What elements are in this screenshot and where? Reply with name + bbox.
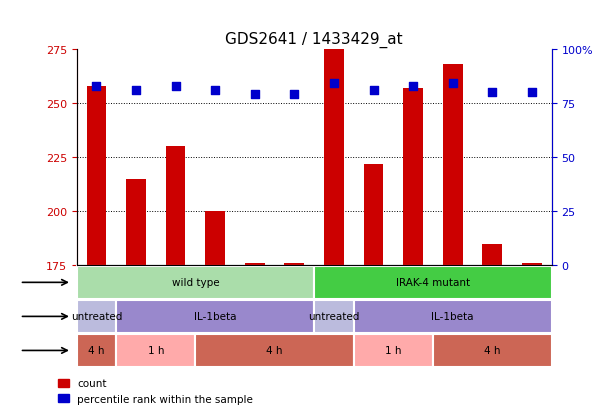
Text: wild type: wild type xyxy=(172,278,219,287)
Text: 1 h: 1 h xyxy=(148,346,164,356)
Title: GDS2641 / 1433429_at: GDS2641 / 1433429_at xyxy=(226,32,403,48)
Bar xyxy=(324,47,344,266)
Text: IL-1beta: IL-1beta xyxy=(194,312,237,322)
FancyBboxPatch shape xyxy=(77,300,116,333)
FancyBboxPatch shape xyxy=(116,334,196,367)
FancyBboxPatch shape xyxy=(433,334,552,367)
FancyBboxPatch shape xyxy=(314,266,552,299)
Text: untreated: untreated xyxy=(308,312,360,322)
FancyBboxPatch shape xyxy=(314,300,354,333)
Text: 4 h: 4 h xyxy=(88,346,105,356)
Text: 4 h: 4 h xyxy=(266,346,283,356)
Text: IRAK-4 mutant: IRAK-4 mutant xyxy=(396,278,470,287)
FancyBboxPatch shape xyxy=(77,266,314,299)
Bar xyxy=(86,86,106,266)
Text: 4 h: 4 h xyxy=(484,346,501,356)
Legend: count, percentile rank within the sample: count, percentile rank within the sample xyxy=(54,374,257,408)
Point xyxy=(368,87,378,94)
Point xyxy=(527,90,537,96)
Point xyxy=(250,92,260,98)
Bar xyxy=(284,263,304,266)
Point xyxy=(91,83,101,90)
Point xyxy=(408,83,418,90)
Bar xyxy=(245,263,265,266)
FancyBboxPatch shape xyxy=(354,300,552,333)
Point xyxy=(170,83,180,90)
Bar xyxy=(166,147,186,266)
FancyBboxPatch shape xyxy=(116,300,314,333)
Bar xyxy=(205,211,225,266)
Bar xyxy=(443,65,463,266)
FancyBboxPatch shape xyxy=(77,334,116,367)
Text: 1 h: 1 h xyxy=(385,346,402,356)
FancyBboxPatch shape xyxy=(196,334,354,367)
Bar xyxy=(522,263,542,266)
Text: IL-1beta: IL-1beta xyxy=(432,312,474,322)
Bar xyxy=(364,164,384,266)
Bar xyxy=(482,244,502,266)
Point xyxy=(329,81,339,88)
Bar xyxy=(126,179,146,266)
Point xyxy=(210,87,220,94)
Point xyxy=(448,81,458,88)
FancyBboxPatch shape xyxy=(354,334,433,367)
Point xyxy=(487,90,497,96)
Text: untreated: untreated xyxy=(70,312,122,322)
Point xyxy=(289,92,299,98)
Bar xyxy=(403,88,423,266)
Point xyxy=(131,87,141,94)
